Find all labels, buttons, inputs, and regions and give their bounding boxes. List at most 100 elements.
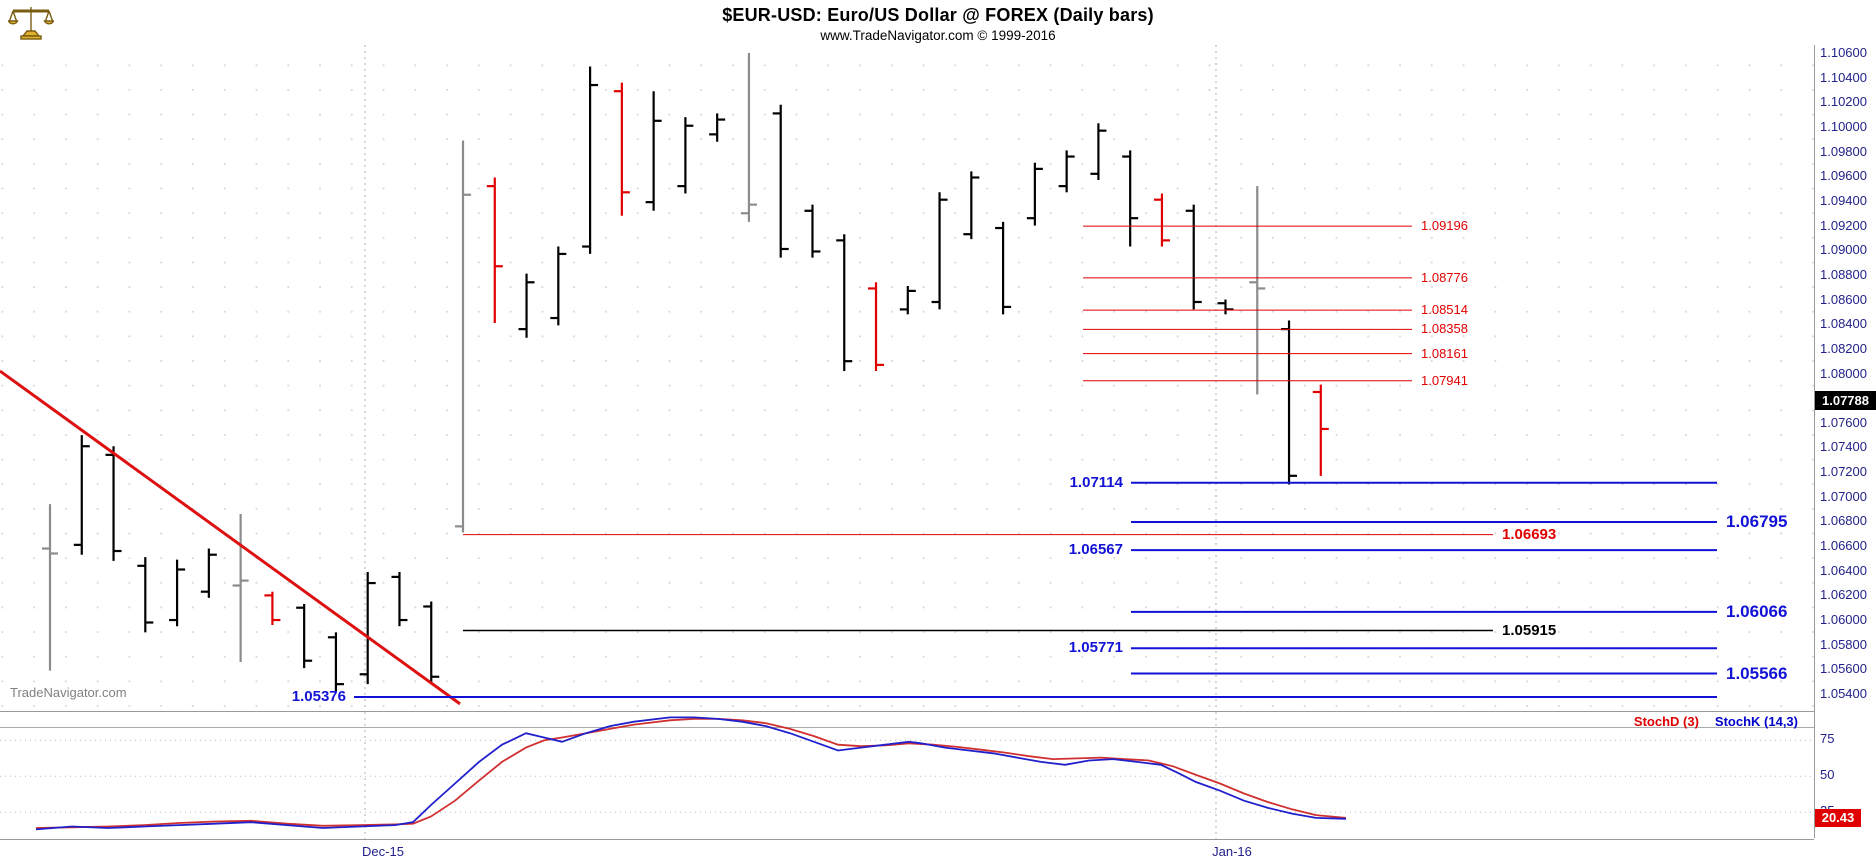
chart-subtitle: www.TradeNavigator.com © 1999-2016 [820,28,1056,43]
ohlc-bar [1312,384,1329,476]
price-axis-label: 1.10600 [1820,45,1867,60]
price-level-label[interactable]: 1.08514 [1421,302,1468,318]
ohlc-bar [296,604,313,669]
stochastic-panel[interactable]: StochD (3) StochK (14,3) [0,711,1814,840]
ohlc-bar [1122,150,1139,247]
watermark: TradeNavigator.com [10,685,127,700]
ohlc-bar [73,435,90,555]
ohlc-bar [995,221,1012,315]
ohlc-bar [1281,320,1298,485]
stochd-line [35,718,1347,829]
ohlc-bar [931,192,948,310]
price-axis-label: 1.09600 [1820,168,1867,184]
ohlc-bar [200,548,217,598]
stochk-legend-label: StochK (14,3) [1714,714,1798,729]
time-axis-label: Jan-16 [1212,844,1252,859]
price-level-label[interactable]: 1.06567 [1068,541,1123,559]
ohlc-bar [709,113,726,142]
ohlc-bar [486,177,503,323]
ohlc-bar [359,571,376,685]
price-axis-label: 1.05600 [1820,661,1867,677]
price-axis-label: 1.07200 [1820,464,1867,480]
time-axis-label: Dec-15 [362,844,404,859]
ohlc-bar [550,246,567,326]
ohlc-bar [1058,150,1075,193]
price-axis-label: 1.05800 [1820,636,1867,652]
ohlc-bar [423,601,440,685]
ohlc-bar [740,53,757,222]
price-axis-label: 1.06600 [1820,538,1867,554]
chart-header: $EUR-USD: Euro/US Dollar @ FOREX (Daily … [0,0,1876,45]
price-chart-plot-area[interactable]: TradeNavigator.com 1.09196 1.08776 1.08514… [0,45,1814,711]
ohlc-bar [645,91,662,211]
ohlc-bar [1185,204,1202,310]
ohlc-bar [613,82,630,216]
stochk-line [35,716,1347,831]
price-axis-label: 1.08600 [1820,291,1867,307]
ohlc-bar [836,234,853,372]
ohlc-bar [232,514,249,662]
price-axis-label: 1.08000 [1820,365,1867,381]
price-axis-label: 1.06200 [1820,587,1867,603]
price-axis-label: 1.06000 [1820,612,1867,628]
price-axis-label: 1.08400 [1820,316,1867,332]
trade-navigator-logo-icon [7,2,55,47]
price-axis-label: 1.09200 [1820,217,1867,233]
price-axis-label: 1.10200 [1820,94,1867,110]
ohlc-bar [105,446,122,561]
ohlc-bar [137,557,154,633]
ohlc-bar [868,282,885,372]
price-level-label[interactable]: 1.07114 [1069,473,1123,491]
price-level-label[interactable]: 1.06693 [1502,525,1557,543]
ohlc-bar [264,591,281,625]
price-axis[interactable]: 2550751.054001.056001.058001.060001.0620… [1814,45,1876,838]
price-level-label[interactable]: 1.08161 [1421,345,1468,361]
price-level-label[interactable]: 1.06795 [1726,512,1788,532]
ohlc-bar [1026,162,1043,226]
price-axis-label: 1.07600 [1820,414,1867,430]
price-level-label[interactable]: 1.05915 [1502,621,1557,639]
stochastic-canvas [0,712,1814,839]
stochastic-value-badge: 20.43 [1815,808,1861,827]
ohlc-bar [1153,193,1170,247]
price-axis-label: 1.07000 [1820,488,1867,504]
price-axis-label: 1.06800 [1820,513,1867,529]
stochastic-axis-label: 50 [1820,767,1835,783]
price-axis-label: 1.08200 [1820,340,1867,356]
price-axis-label: 1.09000 [1820,242,1867,258]
price-axis-label: 1.09800 [1820,143,1867,159]
stochastic-legend: StochD (3) StochK (14,3) [1634,714,1798,729]
time-axis: Dec-15 Jan-16 [0,839,1876,863]
ohlc-bar [1090,123,1107,180]
price-axis-label: 1.06400 [1820,562,1867,578]
price-axis-label: 1.10400 [1820,69,1867,85]
price-axis-label: 1.08800 [1820,266,1867,282]
price-level-label[interactable]: 1.05376 [291,687,346,705]
price-level-label[interactable]: 1.06066 [1726,601,1788,621]
price-level-label[interactable]: 1.09196 [1421,218,1468,234]
price-level-label[interactable]: 1.05566 [1726,663,1788,683]
ohlc-bar [1249,186,1266,395]
price-axis-label: 1.10000 [1820,118,1867,134]
ohlc-bar [899,285,916,315]
ohlc-bar [455,140,472,533]
price-level-label[interactable]: 1.07941 [1421,372,1468,388]
ohlc-bar [772,104,789,258]
price-axis-label: 1.07400 [1820,439,1867,455]
price-level-label[interactable]: 1.08358 [1421,321,1468,337]
price-level-label[interactable]: 1.08776 [1421,269,1468,285]
price-axis-label: 1.05400 [1820,686,1867,701]
chart-title: $EUR-USD: Euro/US Dollar @ FOREX (Daily … [722,5,1154,25]
ohlc-bar [677,117,694,194]
ohlc-bar [804,204,821,258]
trendline[interactable] [0,369,461,706]
ohlc-bar [327,632,344,692]
ohlc-bar [518,273,535,338]
last-price-badge: 1.07788 [1815,390,1876,410]
ohlc-bar [963,171,980,240]
price-level-label[interactable]: 1.05771 [1068,639,1123,657]
ohlc-bar [1217,299,1234,315]
ohlc-bar [582,66,599,254]
price-axis-label: 1.09400 [1820,192,1867,208]
price-chart-canvas [0,45,1717,711]
